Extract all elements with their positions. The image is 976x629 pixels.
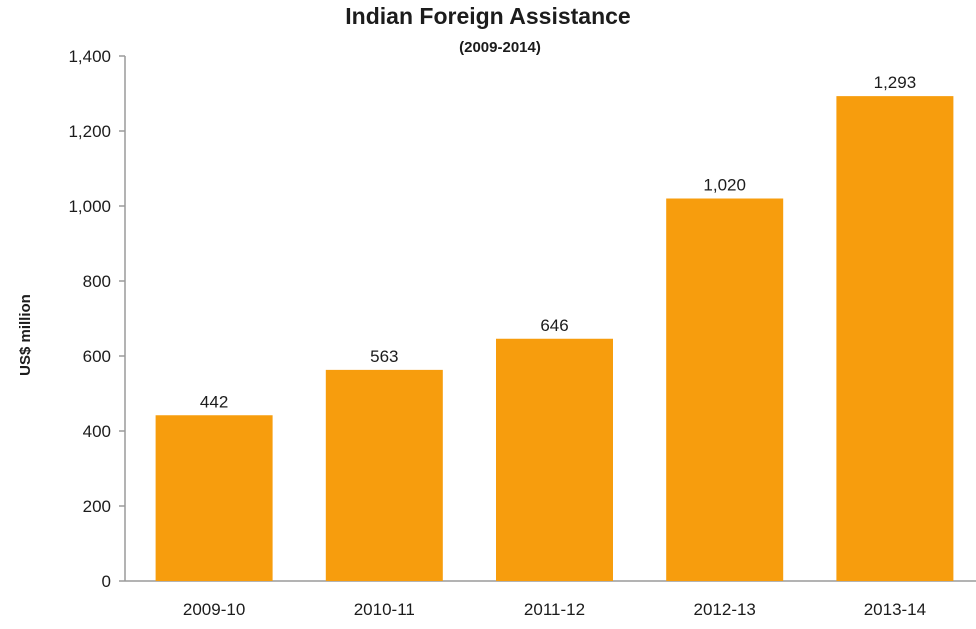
x-category-label: 2009-10 [183, 600, 245, 619]
bar-2012-13 [666, 198, 784, 581]
y-tick-label: 200 [83, 497, 111, 516]
chart-title: Indian Foreign Assistance [345, 3, 630, 29]
y-tick-label: 600 [83, 347, 111, 366]
data-label: 1,293 [874, 73, 917, 92]
y-tick-label: 400 [83, 422, 111, 441]
x-category-label: 2013-14 [864, 600, 926, 619]
bar-2010-11 [325, 369, 443, 581]
y-tick-label: 1,200 [68, 122, 111, 141]
x-category-label: 2010-11 [354, 600, 415, 619]
bar-2009-10 [155, 415, 273, 581]
y-tick-label: 800 [83, 272, 111, 291]
plot-area: 0 200 400 600 800 1,000 1,200 1,400 442 2009-10 56… [68, 47, 976, 619]
chart-subtitle: (2009-2014) [459, 39, 541, 56]
x-category-label: 2011-12 [524, 600, 585, 619]
x-category-label: 2012-13 [694, 600, 756, 619]
data-label: 563 [370, 347, 398, 366]
bar-2011-12 [496, 338, 613, 581]
y-tick-label: 1,000 [68, 197, 111, 216]
data-label: 442 [200, 392, 228, 411]
data-label: 1,020 [703, 176, 746, 195]
y-axis-label: US$ million [17, 294, 34, 376]
data-label: 646 [540, 316, 568, 335]
bar-2013-14 [836, 96, 954, 581]
y-tick-label: 0 [102, 572, 111, 591]
y-tick-label: 1,400 [68, 47, 111, 66]
